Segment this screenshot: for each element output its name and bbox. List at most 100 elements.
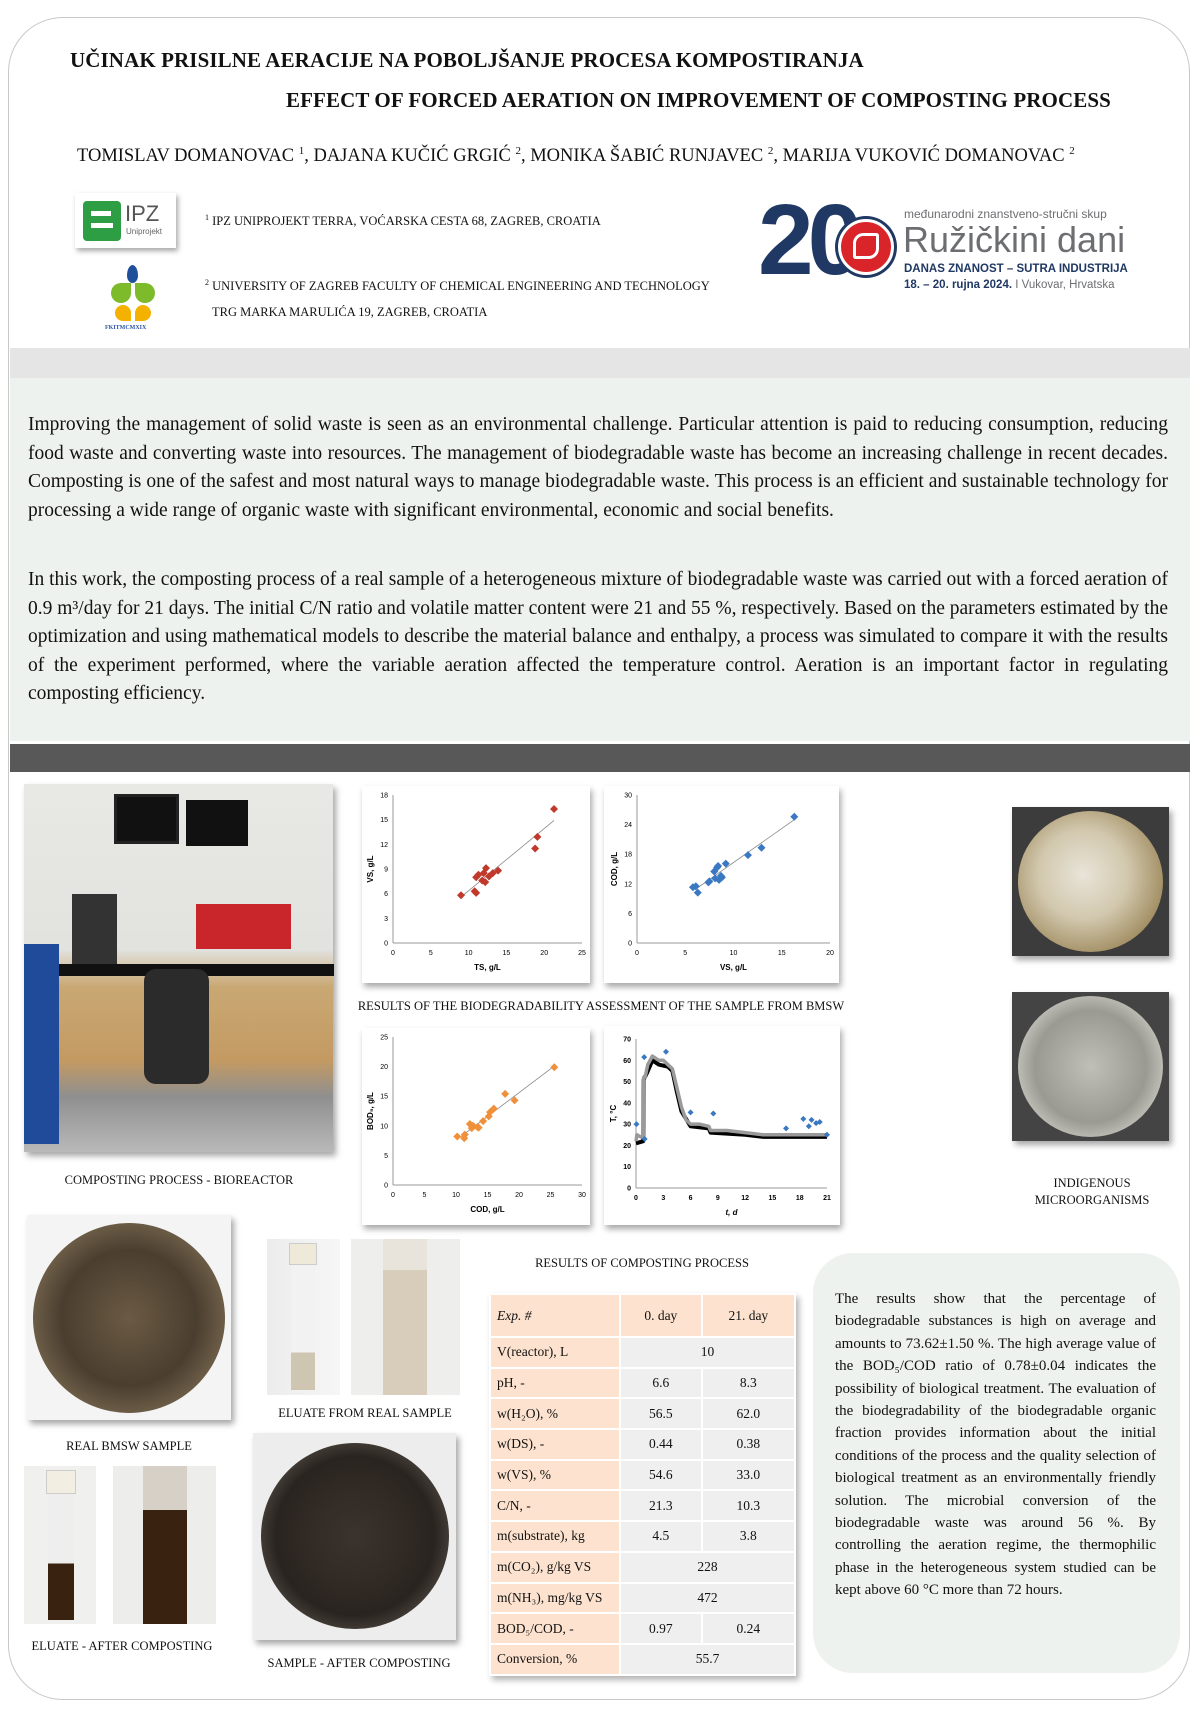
x-tick-label: 20 — [515, 1192, 523, 1199]
data-point — [641, 1136, 648, 1143]
x-tick-label: 15 — [503, 950, 511, 957]
results-table: Exp. # 0. day 21. day V(reactor), L 10 pH,… — [489, 1293, 797, 1676]
author: DAJANA KUČIĆ GRGIĆ — [313, 146, 511, 167]
table-title: RESULTS OF COMPOSTING PROCESS — [535, 1256, 749, 1270]
x-tick-label: 15 — [778, 950, 786, 957]
x-tick-label: 30 — [578, 1192, 586, 1199]
x-tick-label: 10 — [465, 950, 473, 957]
y-tick-label: 30 — [624, 793, 632, 800]
data-point — [531, 844, 540, 853]
row-value-day21: 62.0 — [700, 1397, 797, 1431]
chart-ts-vs: 0 5 10 15 20 25 0 3 6 9 12 15 18 TS, g/L VS, g/L — [362, 786, 590, 983]
row-label: m(substrate), kg — [489, 1520, 621, 1553]
data-point — [715, 875, 724, 884]
x-tick-label: 5 — [423, 1192, 427, 1199]
data-point — [663, 1048, 670, 1055]
title-croatian: UČINAK PRISILNE AERACIJE NA POBOLJŠANJE … — [70, 48, 864, 72]
data-point — [816, 1119, 823, 1126]
eluate-after-tube-photo-1 — [24, 1466, 96, 1624]
x-tick-label: 6 — [689, 1195, 693, 1202]
caption-eluate-real: ELUATE FROM REAL SAMPLE — [278, 1406, 452, 1420]
y-tick-label: 24 — [624, 822, 632, 829]
row-value-day21: 33.0 — [700, 1458, 797, 1492]
y-tick-label: 0 — [384, 1183, 388, 1190]
x-tick-label: 5 — [429, 950, 433, 957]
row-value-day0: 0.44 — [619, 1428, 703, 1461]
authors: TOMISLAV DOMANOVAC 1, DAJANA KUČIĆ GRGIĆ… — [77, 145, 1075, 167]
data-point — [550, 804, 559, 813]
chart-vs-cod: 0 5 10 15 20 0 6 12 18 24 30 VS, g/L COD, g/L — [604, 786, 839, 983]
row-value: 228 — [619, 1550, 796, 1584]
x-tick-label: 20 — [540, 950, 548, 957]
data-point — [484, 1112, 493, 1121]
author: TOMISLAV DOMANOVAC — [77, 146, 295, 167]
data-point — [478, 876, 487, 885]
y-tick-label: 15 — [380, 817, 388, 824]
bmsw-sample-photo — [27, 1215, 231, 1420]
x-tick-label: 3 — [661, 1195, 665, 1202]
x-tick-label: 0 — [634, 1195, 638, 1202]
y-tick-label: 18 — [380, 793, 388, 800]
row-value: 10 — [619, 1336, 796, 1369]
x-tick-label: 12 — [741, 1195, 749, 1202]
conference-logo: 20 međunarodni znanstveno-stručni skup R… — [758, 184, 1128, 296]
row-label: w(DS), - — [489, 1428, 621, 1461]
data-point — [479, 869, 488, 878]
header-day0: 0. day — [619, 1293, 703, 1338]
data-point — [790, 812, 799, 821]
y-tick-label: 12 — [624, 881, 632, 888]
data-point — [687, 1109, 694, 1116]
poster-frame — [8, 17, 1190, 1700]
x-axis-label: TS, g/L — [474, 963, 501, 972]
y-tick-label: 6 — [384, 891, 388, 898]
caption-eluate-after: ELUATE - AFTER COMPOSTING — [31, 1639, 213, 1653]
y-tick-label: 12 — [380, 842, 388, 849]
section-divider — [10, 744, 1190, 772]
x-tick-label: 10 — [730, 950, 738, 957]
y-axis-label: BOD₅, g/L — [366, 1092, 375, 1130]
x-tick-label: 20 — [826, 950, 834, 957]
table-row: Conversion, % 55.7 — [489, 1642, 796, 1676]
data-point — [501, 1089, 510, 1098]
eluate-after-tube-photo-2 — [113, 1466, 216, 1624]
author: MARIJA VUKOVIĆ DOMANOVAC — [782, 146, 1065, 167]
row-value-day0: 56.5 — [619, 1397, 703, 1431]
row-label: w(VS), % — [489, 1458, 621, 1492]
row-label: w(H₂O), % — [489, 1397, 621, 1431]
table-row: m(CO₂), g/kg VS 228 — [489, 1550, 796, 1584]
data-point — [481, 878, 490, 887]
y-tick-label: 60 — [623, 1058, 631, 1065]
data-point — [808, 1116, 815, 1123]
row-value-day21: 0.38 — [700, 1428, 797, 1461]
data-point — [488, 869, 497, 878]
header-day21: 21. day — [700, 1293, 797, 1338]
table-row: m(substrate), kg 4.5 3.8 — [489, 1520, 797, 1553]
conclusion-text: The results show that the percentage of … — [835, 1291, 1156, 1599]
data-point — [693, 888, 702, 897]
row-label: C/N, - — [489, 1489, 621, 1523]
data-point — [457, 891, 466, 900]
bioreactor-photo — [24, 784, 334, 1152]
trendline — [460, 820, 555, 898]
table-header-row: Exp. # 0. day 21. day — [489, 1293, 797, 1338]
data-point — [460, 1130, 469, 1139]
data-point — [714, 862, 723, 871]
y-tick-label: 15 — [380, 1094, 388, 1101]
affiliation-2-address: TRG MARKA MARULIĆA 19, ZAGREB, CROATIA — [212, 305, 488, 319]
row-value-day0: 0.97 — [619, 1612, 703, 1645]
row-value-day21: 3.8 — [700, 1520, 797, 1553]
row-value-day21: 0.24 — [700, 1612, 797, 1645]
y-tick-label: 5 — [384, 1153, 388, 1160]
row-value-day21: 10.3 — [700, 1489, 797, 1523]
data-point — [691, 882, 700, 891]
data-point — [479, 1117, 488, 1126]
caption-microorganisms-1: INDIGENOUS — [1053, 1176, 1131, 1190]
table-row: w(H₂O), % 56.5 62.0 — [489, 1397, 797, 1431]
x-tick-label: 10 — [452, 1192, 460, 1199]
data-point — [710, 1110, 717, 1117]
row-value-day21: 8.3 — [700, 1366, 797, 1400]
y-tick-label: 18 — [624, 852, 632, 859]
data-point — [474, 1123, 483, 1132]
y-axis-label: VS, g/L — [366, 855, 375, 882]
data-point — [474, 870, 483, 879]
